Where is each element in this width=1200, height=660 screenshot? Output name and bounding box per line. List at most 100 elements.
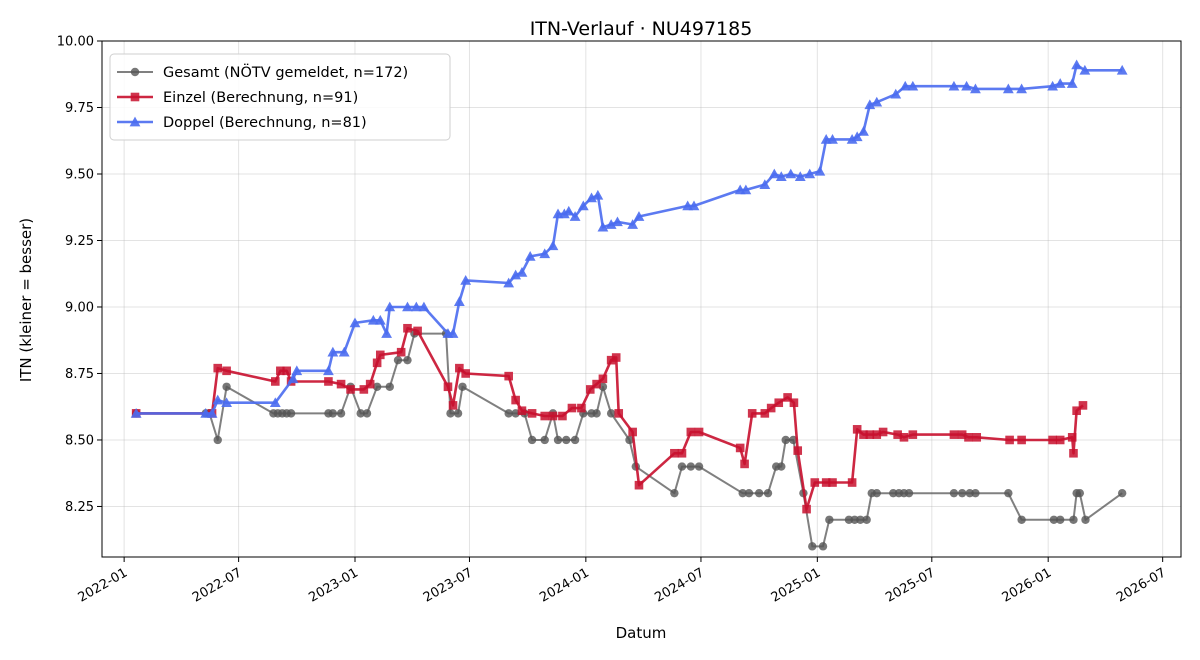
data-point-gesamt	[744, 488, 754, 498]
data-point-doppel	[221, 397, 232, 408]
data-point-einzel	[972, 433, 982, 442]
y-tick-label: 8.50	[65, 433, 94, 448]
data-point-einzel	[859, 430, 868, 439]
data-point-doppel	[586, 192, 597, 203]
data-point-einzel	[793, 446, 803, 455]
data-point-gesamt	[592, 409, 601, 418]
data-point-doppel	[323, 365, 334, 376]
data-point-einzel	[585, 385, 595, 394]
data-point-einzel	[670, 448, 679, 458]
data-point-einzel	[789, 398, 799, 408]
data-point-doppel	[804, 168, 816, 179]
data-point-doppel	[516, 267, 528, 277]
data-point-einzel	[540, 411, 550, 421]
data-point-einzel	[276, 366, 285, 376]
data-point-doppel	[768, 168, 780, 179]
data-point-gesamt	[1017, 515, 1026, 524]
data-point-doppel	[327, 346, 339, 357]
data-point-doppel	[381, 328, 393, 338]
data-point-doppel	[447, 328, 459, 338]
data-point-gesamt	[677, 462, 687, 471]
data-point-gesamt	[808, 542, 817, 551]
x-tick-label: 2025-07	[883, 565, 938, 605]
data-point-doppel	[633, 211, 645, 221]
data-point-gesamt	[763, 488, 773, 498]
data-point-gesamt	[540, 435, 549, 445]
x-tick-label: 2024-07	[652, 565, 707, 605]
data-point-einzel	[686, 427, 696, 437]
data-point-einzel	[413, 326, 422, 336]
data-point-gesamt	[504, 409, 513, 418]
data-point-gesamt	[562, 435, 571, 445]
data-point-doppel	[1116, 64, 1128, 75]
data-point-einzel	[504, 371, 513, 381]
x-tick-label: 2022-01	[76, 565, 131, 605]
data-point-gesamt	[754, 488, 764, 498]
data-point-gesamt	[971, 488, 980, 498]
data-point-doppel	[547, 240, 559, 251]
data-point-doppel	[864, 99, 876, 110]
data-point-doppel	[410, 301, 422, 312]
data-point-gesamt	[606, 409, 616, 418]
data-point-gesamt	[872, 488, 881, 498]
y-tick-label: 10.00	[57, 35, 94, 50]
data-point-gesamt	[286, 409, 296, 418]
data-point-gesamt	[1069, 515, 1078, 524]
data-point-gesamt	[1055, 515, 1065, 524]
data-point-doppel	[597, 221, 609, 232]
data-point-einzel	[740, 459, 749, 469]
data-point-einzel	[346, 385, 355, 394]
data-point-doppel	[970, 83, 981, 94]
data-point-einzel	[511, 395, 520, 405]
data-point-doppel	[871, 96, 883, 107]
data-point-doppel	[851, 131, 863, 142]
plot-frame	[101, 40, 1182, 558]
legend-marker-einzel	[130, 92, 140, 102]
data-point-einzel	[899, 433, 909, 442]
data-point-gesamt	[362, 409, 372, 418]
series-layer	[130, 59, 1128, 551]
data-point-einzel	[1069, 448, 1078, 458]
data-point-einzel	[878, 427, 888, 437]
data-point-doppel	[759, 179, 771, 189]
data-point-einzel	[213, 363, 223, 373]
data-point-einzel	[964, 433, 973, 442]
data-point-gesamt	[453, 409, 463, 418]
x-tick-label: 2026-07	[1114, 565, 1169, 605]
data-point-gesamt	[738, 488, 747, 498]
data-point-einzel	[957, 430, 967, 439]
data-point-gesamt	[670, 488, 679, 498]
data-point-einzel	[598, 374, 608, 384]
data-point-doppel	[563, 205, 575, 216]
data-point-gesamt	[393, 355, 403, 365]
data-point-doppel	[418, 301, 430, 312]
data-point-einzel	[324, 377, 333, 386]
data-point-einzel	[1017, 435, 1026, 445]
data-point-gesamt	[1004, 488, 1013, 498]
data-point-doppel	[1079, 64, 1091, 75]
data-point-einzel	[365, 379, 375, 389]
data-point-doppel	[212, 394, 224, 405]
x-axis-label: Datum	[616, 624, 667, 642]
data-point-doppel	[569, 211, 581, 221]
data-point-doppel	[899, 80, 911, 91]
data-point-einzel	[375, 350, 385, 360]
y-tick-label: 9.50	[65, 167, 94, 182]
data-point-gesamt	[1081, 515, 1090, 524]
data-point-einzel	[527, 409, 537, 418]
data-point-doppel	[775, 171, 787, 181]
x-tick-label: 2023-07	[421, 565, 476, 605]
data-point-gesamt	[336, 409, 346, 418]
data-point-einzel	[372, 358, 382, 368]
data-point-gesamt	[777, 462, 786, 471]
data-point-doppel	[577, 200, 589, 211]
data-point-doppel	[1002, 83, 1014, 94]
data-point-einzel	[577, 403, 586, 413]
data-point-doppel	[1016, 83, 1028, 94]
data-point-gesamt	[356, 409, 365, 418]
data-point-doppel	[503, 277, 515, 288]
x-tick-label: 2025-01	[769, 565, 824, 605]
data-point-doppel	[907, 80, 919, 91]
data-point-einzel	[828, 478, 837, 487]
